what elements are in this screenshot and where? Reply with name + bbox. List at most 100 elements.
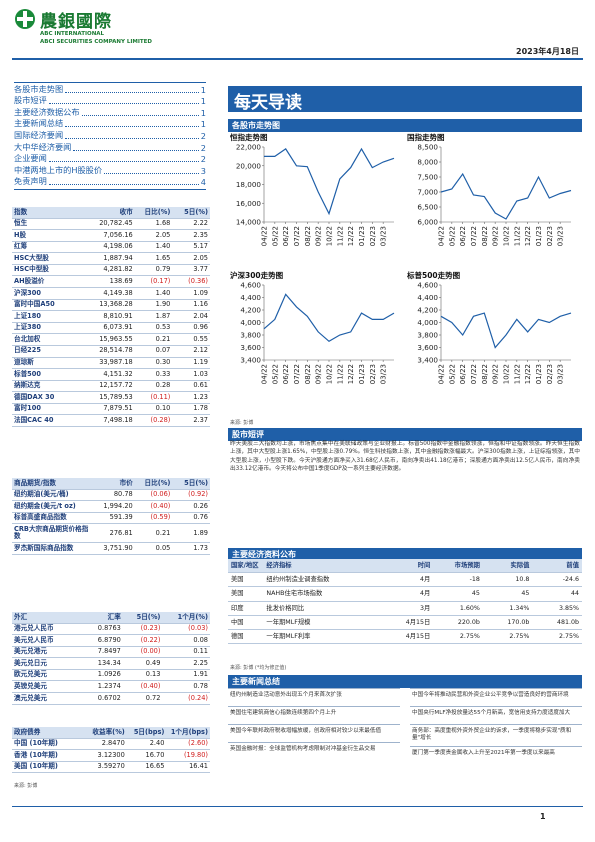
table-header-row: 国家/地区 经济指标 时间 市场预期 实际值 前值	[228, 559, 582, 574]
table-header-cell: 1个月(bps)	[166, 727, 210, 739]
x-tick-label: 12/22	[524, 364, 532, 384]
x-tick-label: 07/22	[293, 364, 301, 384]
data-table: 商品期货/指数 市价 日比(%) 5日(%) 纽约期油(美元/桶) 80.78 (0.06)…	[12, 478, 210, 556]
table-cell: 0.96	[172, 322, 210, 335]
commodity-table-wrap: 商品期货/指数 市价 日比(%) 5日(%) 纽约期油(美元/桶) 80.78 (0.06)…	[12, 478, 210, 556]
table-header-cell: 5日(%)	[122, 612, 163, 624]
table-row: 台北加权 15,963.55 0.21 0.55	[12, 333, 210, 346]
table-row: 美元兑港元 7.8497 (0.00) 0.11	[12, 646, 210, 659]
table-cell: -18	[433, 572, 483, 588]
x-tick-label: 07/22	[470, 364, 478, 384]
x-tick-label: 01/23	[358, 226, 366, 246]
x-tick-label: 02/23	[546, 364, 554, 384]
x-tick-label: 03/23	[380, 226, 388, 246]
table-header-cell: 实际值	[482, 559, 533, 574]
table-cell: 44	[532, 586, 582, 602]
table-cell: 红筹	[12, 241, 92, 254]
table-cell: 2.05	[134, 229, 173, 242]
table-row: 上证180 8,810.91 1.87 2.04	[12, 310, 210, 323]
table-cell: 0.79	[134, 264, 173, 277]
x-tick-label: 12/22	[524, 226, 532, 246]
table-cell: 2.37	[172, 414, 210, 427]
table-cell: 0.61	[172, 380, 210, 393]
table-cell: 0.05	[134, 542, 173, 556]
table-cell: 法国CAC 40	[12, 414, 92, 427]
table-row: CRB大宗商品期货价格指数 276.81 0.21 1.89	[12, 523, 210, 544]
table-cell: 0.07	[134, 345, 173, 358]
table-cell: 2.05	[172, 252, 210, 265]
x-tick-label: 10/22	[326, 226, 334, 246]
table-cell: 3,751.90	[91, 542, 135, 556]
table-row: HSC大型股 1,887.94 1.65 2.05	[12, 252, 210, 265]
table-cell: 道琼斯	[12, 357, 92, 370]
table-cell: 一年期MLF利率	[263, 629, 384, 645]
table-row: 中国 (10年期) 2.8470 2.40 (2.60)	[12, 738, 210, 751]
table-cell: 美元兑人民币	[12, 634, 84, 647]
toc-leader	[104, 172, 199, 174]
table-cell: 印度	[228, 601, 264, 616]
table-row: 道琼斯 33,987.18 0.30 1.19	[12, 357, 210, 370]
table-cell: 恒生	[12, 218, 92, 231]
table-cell: 220.0b	[433, 615, 483, 631]
table-cell: 0.55	[172, 333, 210, 346]
table-cell: 8,810.91	[91, 310, 135, 323]
toc-title: 企业要闻	[14, 153, 47, 164]
table-cell: 1.90	[134, 299, 173, 312]
table-cell: 16.70	[126, 749, 167, 762]
chart-title: 标普500走势图	[406, 270, 461, 280]
table-cell: CRB大宗商品期货价格指数	[12, 523, 92, 544]
table-cell: 2.75%	[482, 629, 533, 645]
table-cell: 美元兑港元	[12, 646, 84, 659]
toc-title: 国际经济要闻	[14, 129, 64, 140]
news-item: 美国今年联邦政府税收增幅放缓，创政府相对较少以来最低值	[228, 724, 400, 742]
table-cell: 45	[433, 586, 483, 602]
table-cell: 3月	[383, 601, 434, 616]
table-header-cell: 日比(%)	[134, 207, 173, 219]
table-cell: 2.75%	[532, 629, 582, 645]
table-cell: 0.13	[122, 669, 163, 682]
y-tick-label: 3,400	[417, 356, 438, 365]
x-tick-label: 10/22	[503, 226, 511, 246]
toc-entry: 中港两地上市的H股股价 3	[14, 164, 206, 176]
table-cell: 4,149.38	[91, 287, 135, 300]
table-cell: 一年期MLF规模	[263, 615, 384, 631]
table-cell: 170.0b	[482, 615, 533, 631]
y-tick-label: 4,400	[417, 293, 438, 302]
x-tick-label: 09/22	[315, 226, 323, 246]
x-tick-label: 06/22	[282, 226, 290, 246]
table-cell: 0.49	[122, 657, 163, 670]
table-cell: 4,198.06	[91, 241, 135, 254]
table-row: 罗杰斯国际商品指数 3,751.90 0.05 1.73	[12, 542, 210, 556]
table-cell: 138.69	[91, 275, 135, 289]
table-cell: 1.0926	[83, 669, 123, 682]
table-cell: H股	[12, 229, 92, 242]
table-row: 标普高盛商品指数 591.39 (0.59) 0.76	[12, 512, 210, 525]
table-cell: 1.68	[134, 218, 173, 231]
data-table: 政府债券 收益率(%) 5日(bps) 1个月(bps) 中国 (10年期) 2.8470…	[12, 727, 210, 774]
source-note: 来源: 彭博	[14, 783, 38, 789]
toc-page: 1	[200, 107, 206, 118]
line-chart: 标普500走势图 3,400 3,600 3,800 4,000 4,200 4,400 4,…	[406, 270, 572, 384]
table-row: AH股溢价 138.69 (0.17) (0.36)	[12, 275, 210, 289]
table-cell: AH股溢价	[12, 275, 92, 289]
table-cell: 1.03	[172, 368, 210, 381]
table-cell: 1,994.20	[91, 500, 135, 513]
news-item: 厦门第一季度贵金属收入上升至2021年第一季度以来最高	[410, 745, 582, 764]
x-tick-label: 06/22	[459, 364, 467, 384]
section-heading: 主要新闻总结	[228, 675, 582, 688]
y-tick-label: 18,000	[236, 180, 262, 189]
y-tick-label: 3,800	[240, 331, 261, 340]
table-cell: 0.10	[134, 403, 173, 416]
news-column: 纽约州制造业活动意外出现五个月来首次扩张 美国住宅建筑商信心指数连续第四个月上升美…	[228, 688, 400, 760]
table-cell: 12,157.72	[91, 380, 135, 393]
table-cell: 3.77	[172, 264, 210, 277]
table-cell: 纽约期金(美元/t oz)	[12, 500, 92, 513]
table-row: 纽约期油(美元/桶) 80.78 (0.06) (0.92)	[12, 489, 210, 502]
line-chart: 国指走势图 6,000 6,500 7,000 7,500 8,000 8,500 04/22…	[407, 132, 572, 246]
table-cell: 2.22	[172, 218, 210, 231]
table-cell: 2.75%	[433, 629, 483, 645]
x-tick-label: 09/22	[492, 364, 500, 384]
table-cell: 481.0b	[532, 615, 582, 631]
table-cell: (0.28)	[134, 414, 173, 427]
table-cell: 6.8790	[83, 634, 123, 647]
